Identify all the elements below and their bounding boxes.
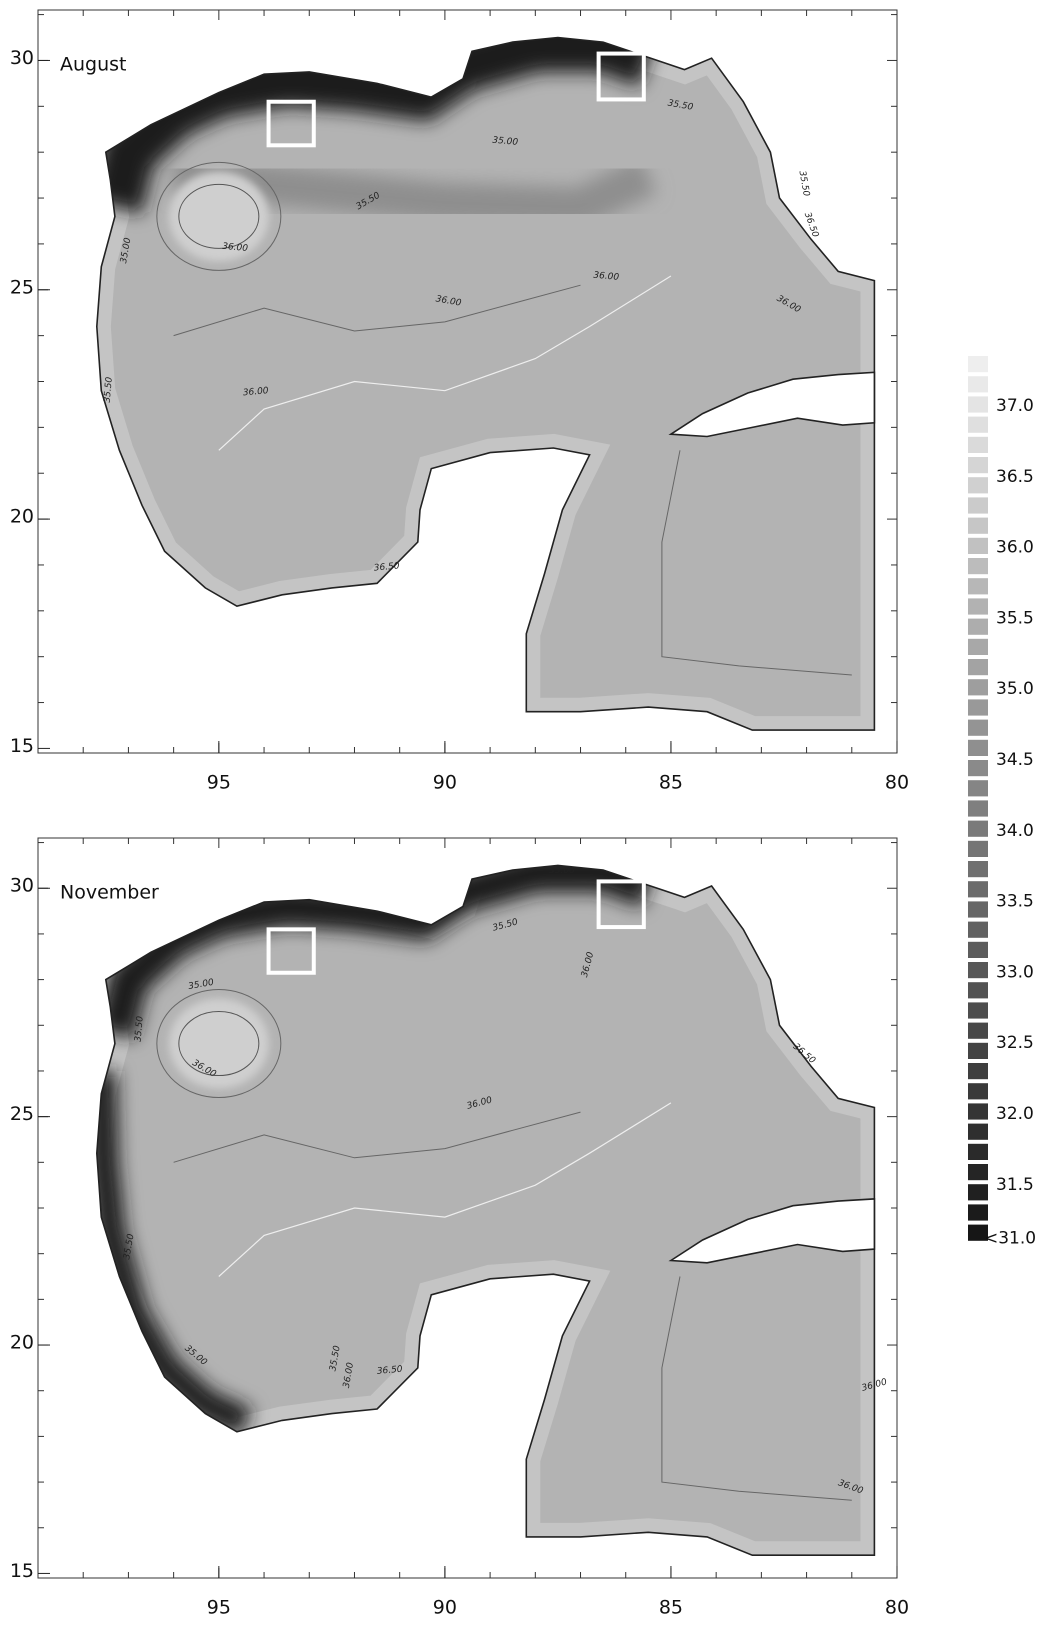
- colorbar-swatch: [968, 1124, 988, 1140]
- colorbar-swatch: [968, 659, 988, 675]
- y-tick-label: 20: [10, 1332, 34, 1354]
- x-tick-label: 85: [659, 1597, 683, 1619]
- y-tick-label: 15: [10, 735, 34, 757]
- colorbar-swatch: [968, 1023, 988, 1039]
- colorbar-label: 33.5: [996, 892, 1034, 912]
- colorbar-label: 37.0: [996, 396, 1034, 416]
- colorbar-swatch: [968, 619, 988, 635]
- contour-label: 35.00: [549, 866, 575, 876]
- colorbar-swatch: [968, 1164, 988, 1180]
- colorbar-swatch: [968, 477, 988, 493]
- colorbar-swatch: [968, 962, 988, 978]
- colorbar-swatch: [968, 538, 988, 554]
- colorbar-label: 35.5: [996, 608, 1034, 628]
- y-tick-label: 30: [10, 875, 34, 897]
- colorbar-swatch: [968, 720, 988, 736]
- colorbar-label: 35.0: [996, 679, 1034, 699]
- colorbar-swatch: [968, 760, 988, 776]
- colorbar-swatch: [968, 942, 988, 958]
- colorbar-swatch: [968, 356, 988, 372]
- colorbar-swatch: [968, 922, 988, 938]
- y-tick-label: 15: [10, 1560, 34, 1582]
- figure: 3025201595908580August35.5035.0035.5036.…: [0, 0, 1056, 1632]
- colorbar-swatch: [968, 457, 988, 473]
- contour-label: 35.50: [797, 170, 811, 197]
- colorbar-swatch: [968, 518, 988, 534]
- colorbar-swatch: [968, 1002, 988, 1018]
- colorbar-swatch: [968, 376, 988, 392]
- x-tick-label: 80: [885, 772, 909, 794]
- colorbar-label: 34.5: [996, 750, 1034, 770]
- x-tick-label: 95: [207, 1597, 231, 1619]
- colorbar-swatch: [968, 800, 988, 816]
- colorbar-swatch: [968, 1043, 988, 1059]
- x-tick-label: 90: [433, 1597, 457, 1619]
- y-tick-label: 25: [10, 276, 34, 298]
- colorbar-label: <31.0: [984, 1229, 1036, 1249]
- colorbar-swatch: [968, 396, 988, 412]
- colorbar-swatch: [968, 982, 988, 998]
- colorbar-swatch: [968, 740, 988, 756]
- colorbar-swatch: [968, 437, 988, 453]
- colorbar-swatch: [968, 1103, 988, 1119]
- colorbar-swatch: [968, 578, 988, 594]
- y-tick-label: 30: [10, 47, 34, 69]
- colorbar-label: 32.5: [996, 1033, 1034, 1053]
- colorbar-swatch: [968, 497, 988, 513]
- colorbar-swatch: [968, 1083, 988, 1099]
- colorbar-swatch: [968, 679, 988, 695]
- x-tick-label: 90: [433, 772, 457, 794]
- contour-label: 36.50: [373, 561, 400, 573]
- y-tick-label: 20: [10, 506, 34, 528]
- panel-label: November: [60, 882, 159, 904]
- colorbar-swatch: [968, 881, 988, 897]
- colorbar-swatch: [968, 558, 988, 574]
- colorbar-swatch: [968, 598, 988, 614]
- colorbar-label: 34.0: [996, 821, 1034, 841]
- x-tick-label: 85: [659, 772, 683, 794]
- colorbar-swatch: [968, 1204, 988, 1220]
- colorbar-swatch: [968, 821, 988, 837]
- colorbar-swatch: [968, 1184, 988, 1200]
- colorbar-swatch: [968, 639, 988, 655]
- colorbar-swatch: [968, 417, 988, 433]
- panel-label: August: [60, 54, 127, 76]
- colorbar-swatch: [968, 1144, 988, 1160]
- colorbar-label: 36.5: [996, 467, 1034, 487]
- colorbar-swatch: [968, 699, 988, 715]
- colorbar: 37.0 36.5 36.0 35.5 35.0 34.5 34.0 33.5 33.0 32.5…: [968, 356, 1036, 1249]
- colorbar-label: 31.5: [996, 1175, 1034, 1195]
- colorbar-label: 33.0: [996, 962, 1034, 982]
- colorbar-swatch: [968, 901, 988, 917]
- colorbar-swatch: [968, 1063, 988, 1079]
- colorbar-swatch: [968, 780, 988, 796]
- colorbar-label: 36.0: [996, 538, 1034, 558]
- x-tick-label: 95: [207, 772, 231, 794]
- y-tick-label: 25: [10, 1103, 34, 1125]
- colorbar-label: 32.0: [996, 1104, 1034, 1124]
- colorbar-swatch: [968, 861, 988, 877]
- x-tick-label: 80: [885, 1597, 909, 1619]
- colorbar-swatch: [968, 841, 988, 857]
